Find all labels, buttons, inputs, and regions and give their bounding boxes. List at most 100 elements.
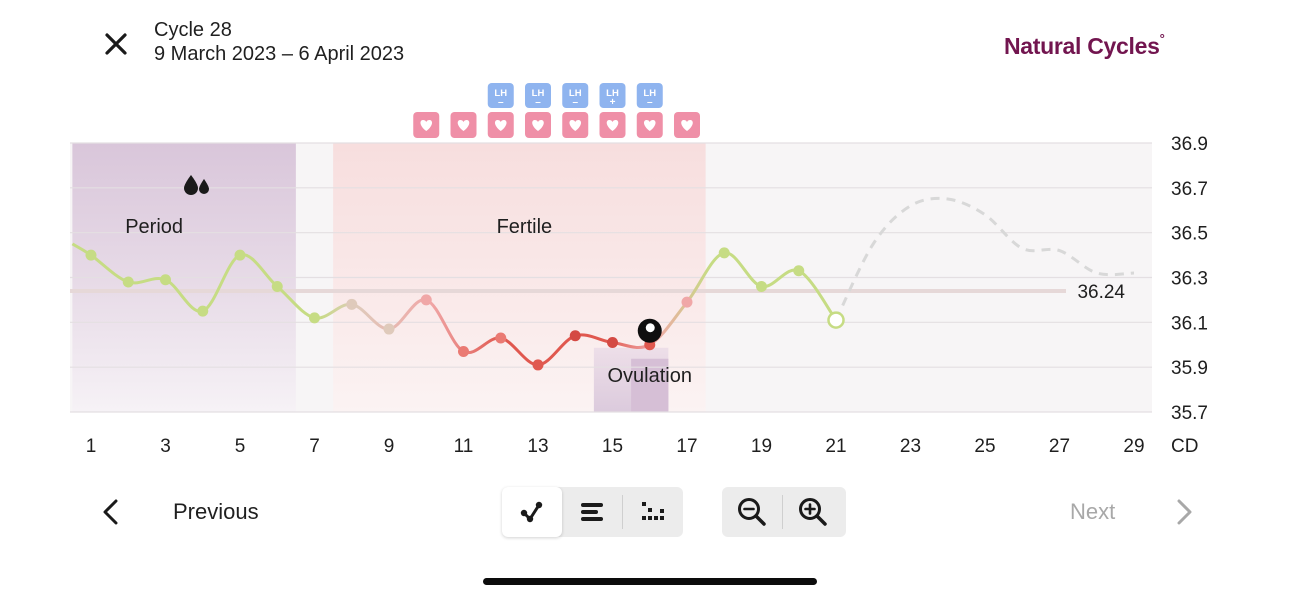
lh-badge-sign: – — [535, 97, 541, 108]
data-point[interactable] — [346, 298, 358, 310]
heart-glyph — [494, 119, 507, 131]
lh-test-badge[interactable]: LH– — [487, 83, 514, 108]
lh-test-badge[interactable]: LH+ — [599, 83, 626, 108]
lh-badge-label: LH — [494, 88, 507, 99]
data-point[interactable] — [271, 280, 283, 292]
x-tick-label: 15 — [602, 436, 623, 457]
data-point[interactable] — [607, 337, 618, 349]
list-view-button[interactable] — [562, 487, 622, 537]
cycle-title: Cycle 28 — [154, 19, 232, 41]
next-arrow-icon[interactable] — [1167, 496, 1199, 528]
y-tick-label: 35.7 — [1171, 403, 1208, 424]
graph-view-icon — [520, 501, 543, 523]
heart-badge-icon[interactable] — [562, 112, 589, 138]
cycle-date-range: 9 March 2023 – 6 April 2023 — [154, 43, 405, 65]
x-tick-label: 25 — [974, 436, 995, 457]
lh-badge-bg — [525, 83, 551, 108]
data-point[interactable] — [383, 323, 395, 335]
heart-badge-icon[interactable] — [487, 112, 514, 138]
data-point[interactable] — [569, 330, 581, 342]
lh-badge-sign: – — [647, 97, 653, 108]
lh-test-badge[interactable]: LH– — [525, 83, 551, 108]
zoom-out-button[interactable] — [722, 487, 782, 537]
data-point[interactable] — [197, 305, 209, 317]
x-tick-label: 13 — [527, 436, 548, 457]
zoom-in-icon — [799, 498, 827, 526]
close-icon[interactable] — [100, 28, 132, 60]
lh-test-badge[interactable]: LH– — [562, 83, 589, 108]
heart-glyph — [681, 119, 693, 131]
heart-glyph — [532, 119, 544, 131]
home-indicator — [483, 578, 817, 585]
previous-arrow-icon[interactable] — [96, 496, 128, 528]
brand-mark: ° — [1159, 31, 1165, 47]
heart-glyph — [643, 119, 656, 131]
y-tick-label: 36.3 — [1171, 269, 1208, 290]
y-tick-label: 36.1 — [1171, 313, 1208, 334]
zoom-in-button[interactable] — [783, 487, 843, 537]
data-point[interactable] — [495, 332, 507, 344]
lh-badge-bg — [636, 83, 663, 108]
brand-name: Natural Cycles — [1004, 33, 1160, 59]
list-view-icon — [581, 503, 603, 521]
y-tick-label: 35.9 — [1171, 358, 1208, 379]
data-point[interactable] — [532, 359, 544, 371]
zone-label-ovulation: Ovulation — [608, 365, 693, 387]
data-point[interactable] — [309, 312, 320, 324]
coverline-label: 36.24 — [1077, 282, 1125, 303]
heart-badge-icon[interactable] — [674, 112, 700, 138]
x-axis-unit: CD — [1171, 436, 1198, 457]
data-point[interactable] — [122, 276, 134, 288]
data-point[interactable] — [793, 265, 805, 277]
y-tick-label: 36.5 — [1171, 224, 1208, 245]
lh-badge-bg — [562, 83, 589, 108]
previous-button[interactable]: Previous — [173, 499, 259, 524]
view-toggle-divider — [622, 495, 623, 529]
lh-test-badge[interactable]: LH– — [636, 83, 663, 108]
x-tick-label: 9 — [384, 436, 395, 457]
cycle-header: Cycle 28 9 March 2023 – 6 April 2023 — [154, 18, 404, 66]
zoom-out-icon — [738, 498, 766, 526]
y-tick-label: 36.9 — [1171, 134, 1208, 155]
data-point-today[interactable] — [827, 311, 845, 329]
heart-badge-icon[interactable] — [450, 112, 477, 138]
lh-badge-label: LH — [532, 88, 545, 99]
data-point[interactable] — [718, 247, 730, 259]
data-point[interactable] — [85, 249, 97, 261]
heart-glyph — [569, 119, 582, 131]
data-point[interactable] — [756, 280, 767, 292]
lh-badge-bg — [599, 83, 626, 108]
heart-badge-icon[interactable] — [525, 112, 551, 138]
drops-icon — [184, 175, 209, 195]
lh-badge-bg — [487, 83, 514, 108]
x-tick-label: 29 — [1123, 436, 1144, 457]
lh-badge-sign: + — [610, 97, 616, 108]
x-tick-label: 17 — [676, 436, 697, 457]
zone-label-fertile: Fertile — [497, 216, 553, 238]
lh-badge-label: LH — [569, 88, 582, 99]
heart-badge-icon[interactable] — [413, 112, 440, 138]
dots-view-button[interactable] — [623, 487, 683, 537]
zoom-controls — [722, 487, 846, 537]
drop-small — [199, 179, 209, 194]
data-point[interactable] — [160, 274, 171, 286]
heart-badge-icon[interactable] — [599, 112, 626, 138]
x-tick-label: 23 — [900, 436, 921, 457]
data-point[interactable] — [681, 296, 693, 308]
dots-view-icon — [642, 502, 664, 520]
next-button[interactable]: Next — [1070, 499, 1116, 524]
zoom-divider — [782, 495, 783, 529]
zone-label-period: Period — [125, 216, 183, 238]
heart-badge-icon[interactable] — [636, 112, 663, 138]
data-point[interactable] — [420, 294, 432, 306]
lh-badge-label: LH — [606, 88, 619, 99]
data-point[interactable] — [458, 345, 469, 357]
x-tick-label: 5 — [235, 436, 246, 457]
brand-logo: Natural Cycles° — [1004, 31, 1165, 60]
graph-view-button[interactable] — [502, 487, 562, 537]
x-tick-label: 1 — [86, 436, 97, 457]
x-tick-label: 3 — [160, 436, 171, 457]
x-tick-label: 7 — [309, 436, 320, 457]
data-point[interactable] — [234, 249, 246, 261]
